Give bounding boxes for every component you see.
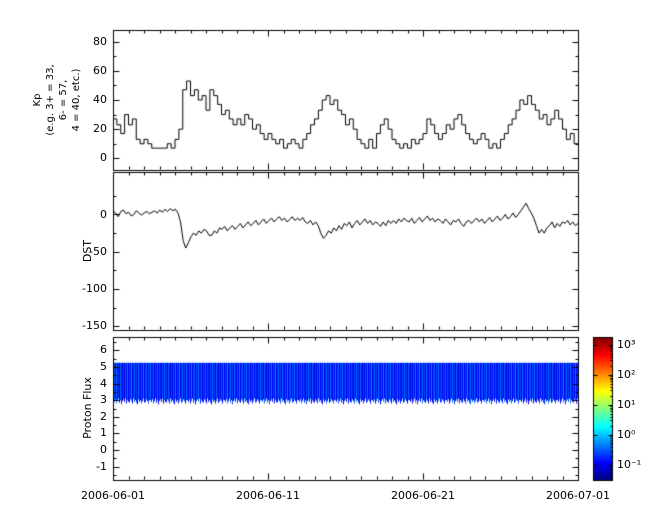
dst-ytick-label: -100 — [82, 282, 107, 295]
colorbar-tick-label: 10² — [617, 368, 636, 381]
colorbar-tick-label: 10⁻¹ — [617, 458, 642, 471]
xtick-label: 2006-06-01 — [81, 489, 145, 502]
proton-ytick-label: 3 — [100, 393, 107, 406]
xtick-label: 2006-06-21 — [391, 489, 455, 502]
proton-ytick-label: 1 — [100, 426, 107, 439]
proton-ytick-label: -1 — [96, 460, 107, 473]
kp-ytick-label: 80 — [93, 35, 107, 48]
colorbar-tick-label: 10³ — [617, 338, 636, 351]
xtick-label: 2006-06-11 — [236, 489, 300, 502]
proton-ytick-label: 2 — [100, 410, 107, 423]
kp-ytick-label: 20 — [93, 122, 107, 135]
colorbar-tick-label: 10⁰ — [617, 428, 636, 441]
dst-ytick-label: -50 — [89, 245, 107, 258]
xtick-label: 2006-07-01 — [546, 489, 610, 502]
dst-ytick-label: 0 — [100, 208, 107, 221]
proton-ytick-label: 0 — [100, 443, 107, 456]
kp-ytick-label: 0 — [100, 151, 107, 164]
colorbar-tick-label: 10¹ — [617, 398, 636, 411]
dst-ytick-label: -150 — [82, 319, 107, 332]
kp-ytick-label: 40 — [93, 93, 107, 106]
kp-ytick-label: 60 — [93, 64, 107, 77]
proton-ytick-label: 4 — [100, 377, 107, 390]
proton-ytick-label: 5 — [100, 360, 107, 373]
proton-ytick-label: 6 — [100, 343, 107, 356]
